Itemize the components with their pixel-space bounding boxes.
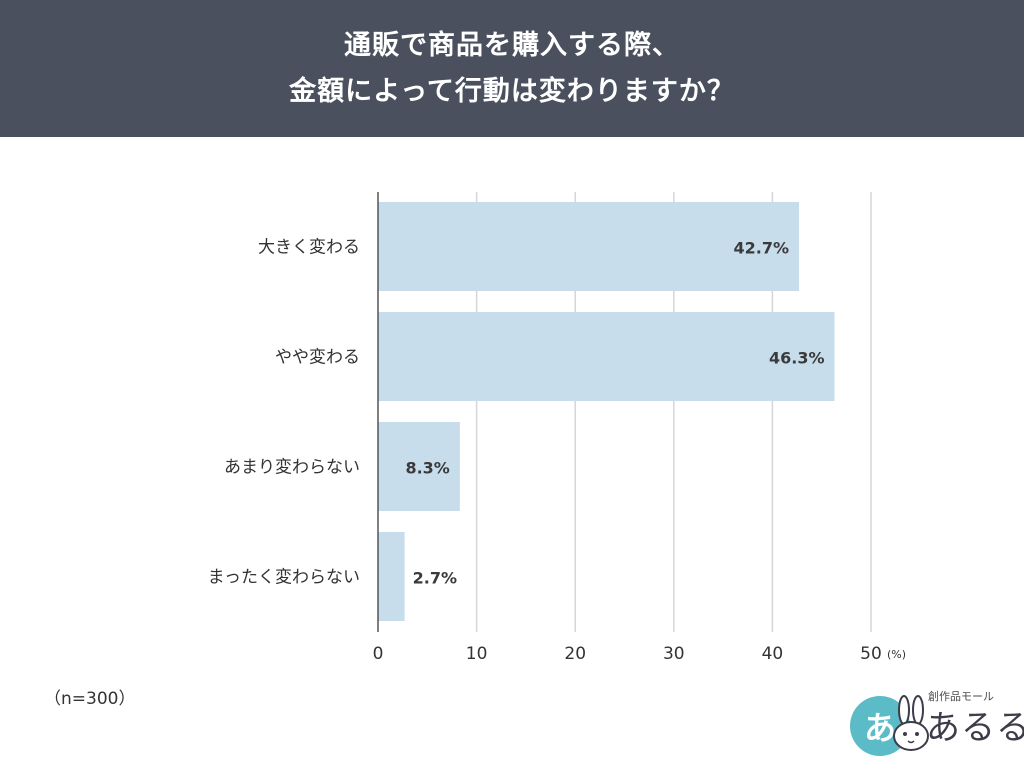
- x-tick-label-0: 0: [373, 644, 384, 664]
- x-tick-label-5: 50: [860, 644, 882, 664]
- bar-0: [378, 202, 800, 291]
- x-tick-label-4: 40: [762, 644, 784, 664]
- sample-size-note: （n=300）: [44, 689, 136, 709]
- logo-name: あるる: [926, 708, 1024, 748]
- chart-title-line-1: 通販で商品を購入する際、: [344, 29, 680, 61]
- category-label-0: 大きく変わる: [258, 238, 360, 258]
- x-tick-label-2: 20: [564, 644, 586, 664]
- value-label-2: 8.3%: [405, 459, 449, 478]
- chart-title-line-2: 金額によって行動は変わりますか？: [289, 75, 735, 107]
- chart-header: 通販で商品を購入する際、 金額によって行動は変わりますか？: [0, 0, 1024, 137]
- bar-2: [378, 422, 460, 511]
- category-label-3: まったく変わらない: [208, 568, 360, 588]
- x-tick-label-3: 30: [663, 644, 685, 664]
- rabbit-icon: [893, 695, 929, 751]
- category-label-1: やや変わる: [275, 348, 360, 368]
- logo-tagline: 創作品モール: [928, 690, 994, 703]
- brand-logo: あ 創作品モール あるる: [850, 688, 1024, 758]
- x-unit-label: (%): [887, 648, 906, 661]
- value-label-0: 42.7%: [734, 239, 790, 258]
- value-label-1: 46.3%: [769, 349, 825, 368]
- x-tick-label-1: 10: [466, 644, 488, 664]
- logo-circle-text: あ: [863, 709, 896, 747]
- bar-1: [378, 312, 835, 401]
- value-label-3: 2.7%: [413, 569, 457, 588]
- bar-3: [378, 532, 405, 621]
- category-label-2: あまり変わらない: [224, 458, 360, 478]
